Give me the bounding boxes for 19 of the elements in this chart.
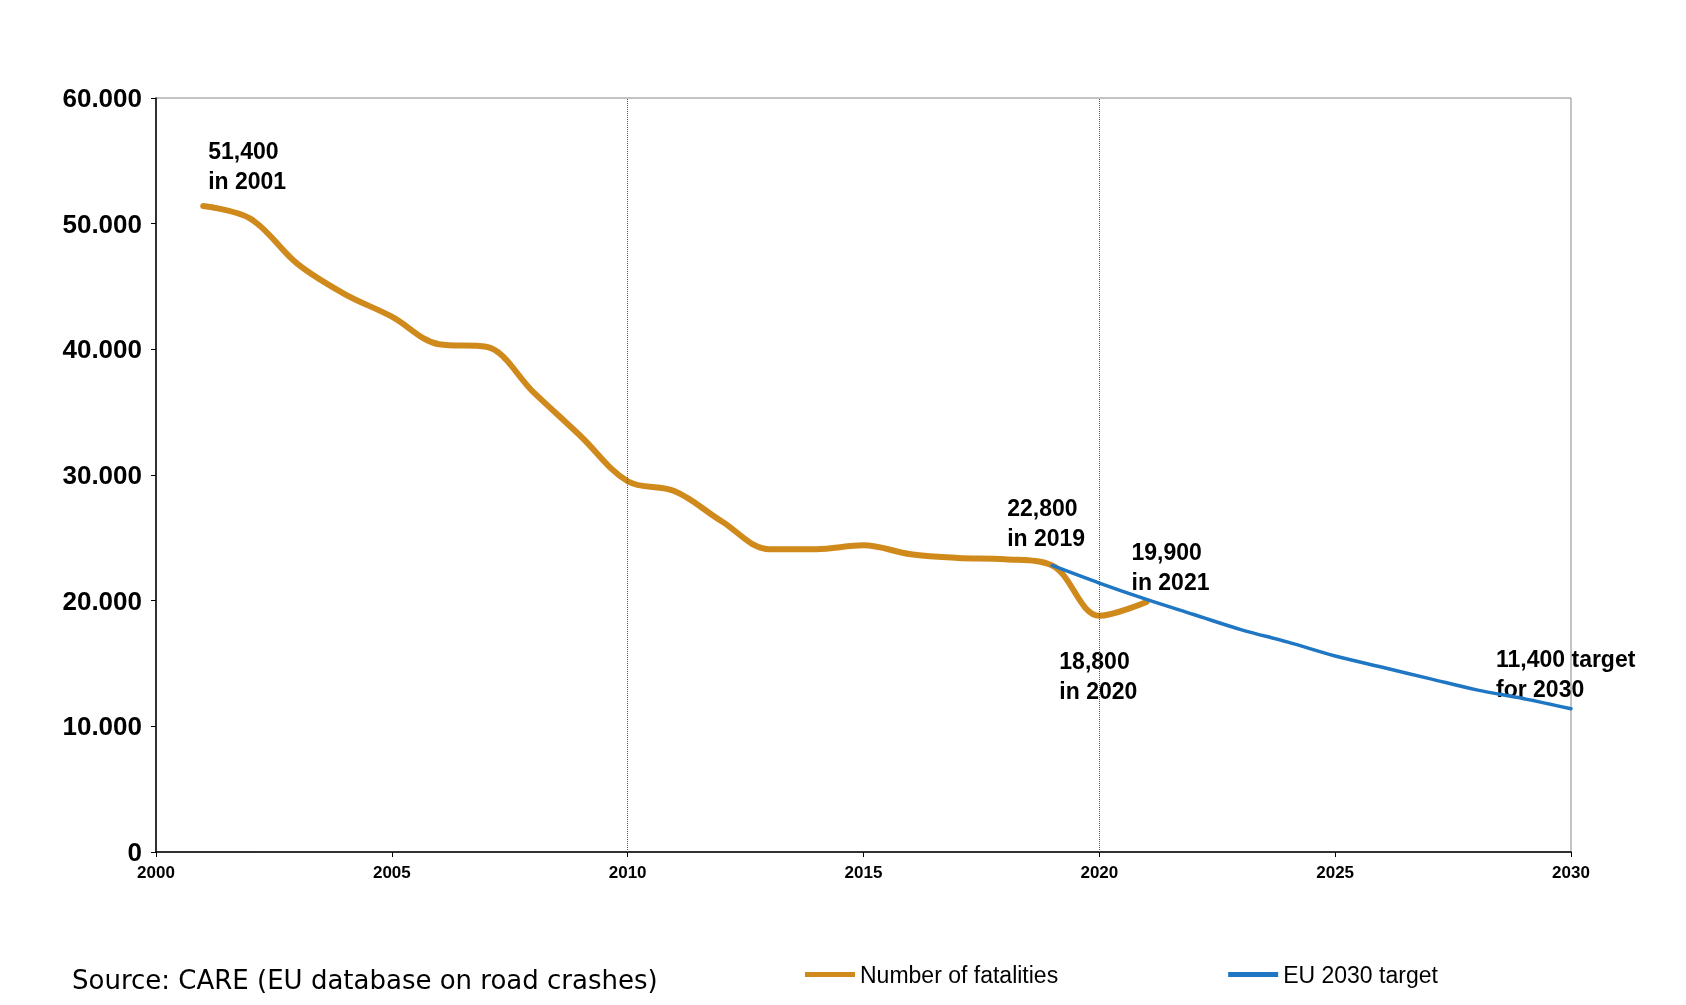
source-note: Source: CARE (EU database on road crashes) — [72, 965, 658, 995]
annotation: 19,900 in 2021 — [1131, 538, 1210, 595]
y-tick-label: 50.000 — [62, 208, 142, 239]
x-tick-label: 2020 — [1080, 863, 1119, 882]
annotation: 51,400 in 2001 — [208, 138, 287, 195]
y-tick-label: 30.000 — [62, 460, 142, 490]
y-tick-label: 20.000 — [62, 585, 142, 616]
x-tick-label: 2005 — [372, 863, 411, 882]
y-tick-label: 60.000 — [62, 83, 142, 113]
legend-label: EU 2030 target — [1283, 961, 1439, 988]
x-tick-label: 2015 — [844, 863, 883, 882]
x-tick-label: 2010 — [608, 863, 647, 882]
x-tick-label: 2030 — [1552, 863, 1590, 882]
y-tick-label: 10.000 — [62, 711, 142, 742]
annotation: 18,800 in 2020 — [1059, 647, 1138, 704]
x-tick-label: 2025 — [1316, 863, 1355, 882]
y-tick-label: 40.000 — [62, 334, 142, 365]
annotation: 22,800 in 2019 — [1007, 495, 1086, 552]
legend-label: Number of fatalities — [860, 961, 1059, 988]
